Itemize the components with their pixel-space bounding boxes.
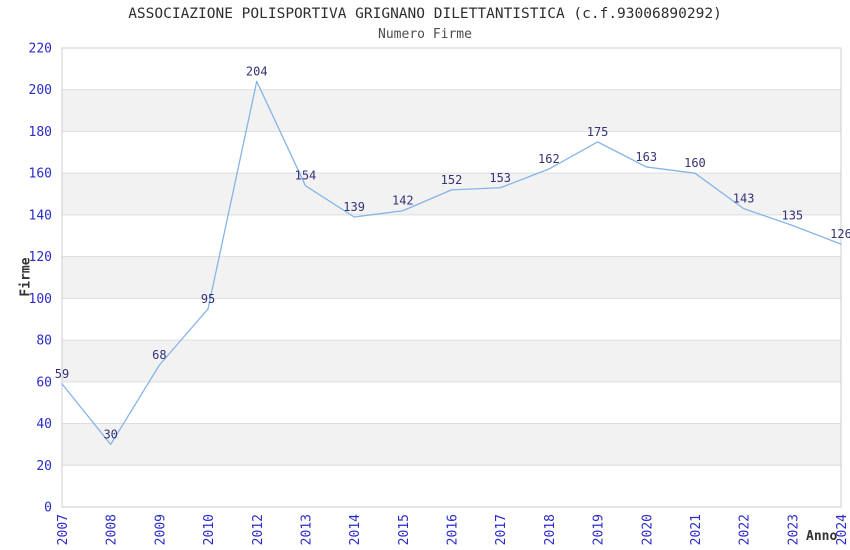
plot-border (61, 47, 842, 508)
y-tick-label: 60 (36, 375, 52, 390)
x-tick-label: 2014 (348, 514, 363, 545)
y-tick-label: 100 (29, 292, 52, 307)
x-tick-label: 2023 (786, 514, 801, 545)
data-point-label: 204 (246, 64, 268, 78)
data-point-label: 154 (295, 169, 317, 183)
y-axis-title: Firme (18, 257, 34, 297)
data-point-label: 153 (489, 171, 511, 185)
y-tick-label: 220 (29, 42, 52, 57)
y-tick-label: 160 (29, 167, 52, 182)
x-tick-label: 2009 (153, 514, 168, 545)
data-point-label: 175 (587, 125, 609, 139)
y-tick-label: 120 (29, 250, 52, 265)
x-tick-label: 2020 (640, 514, 655, 545)
chart-subtitle: Numero Firme (378, 27, 472, 42)
y-tick-label: 20 (36, 459, 52, 474)
chart-title: ASSOCIAZIONE POLISPORTIVA GRIGNANO DILET… (128, 6, 722, 22)
data-point-label: 152 (441, 173, 463, 187)
x-tick-label: 2019 (592, 514, 607, 545)
plot-band (62, 89, 841, 132)
plot-band (62, 340, 841, 382)
data-point-label: 135 (781, 208, 803, 222)
y-tick-label: 40 (36, 417, 52, 432)
data-point-label: 30 (103, 427, 117, 441)
data-point-label: 162 (538, 152, 560, 166)
x-tick-label: 2013 (299, 514, 314, 545)
x-tick-label: 2018 (543, 514, 558, 545)
data-point-label: 160 (684, 156, 706, 170)
x-tick-label: 2017 (494, 514, 509, 545)
x-tick-label: 2010 (202, 514, 217, 545)
x-tick-label: 2022 (738, 514, 753, 545)
x-tick-label: 2015 (397, 514, 412, 545)
data-point-label: 139 (343, 200, 365, 214)
data-point-label: 59 (55, 367, 69, 381)
y-tick-label: 0 (44, 501, 52, 516)
y-tick-label: 200 (29, 83, 52, 98)
plot-band (62, 256, 841, 299)
data-point-label: 143 (733, 192, 755, 206)
x-axis-title: Anno (806, 529, 838, 544)
x-tick-label: 2012 (251, 514, 266, 545)
y-tick-label: 140 (29, 208, 52, 223)
plot-band (62, 423, 841, 466)
data-point-label: 126 (830, 227, 850, 241)
data-point-label: 95 (201, 292, 215, 306)
x-tick-label: 2016 (446, 514, 461, 545)
data-point-label: 142 (392, 194, 414, 208)
x-tick-label: 2021 (689, 514, 704, 545)
y-tick-label: 80 (36, 334, 52, 349)
data-point-label: 68 (152, 348, 166, 362)
series-line (61, 80, 842, 446)
data-point-label: 163 (635, 150, 657, 164)
y-tick-label: 180 (29, 125, 52, 140)
plot-band (62, 173, 841, 215)
x-tick-label: 2008 (105, 514, 120, 545)
x-tick-label: 2024 (835, 514, 850, 545)
x-tick-label: 2007 (56, 514, 71, 545)
